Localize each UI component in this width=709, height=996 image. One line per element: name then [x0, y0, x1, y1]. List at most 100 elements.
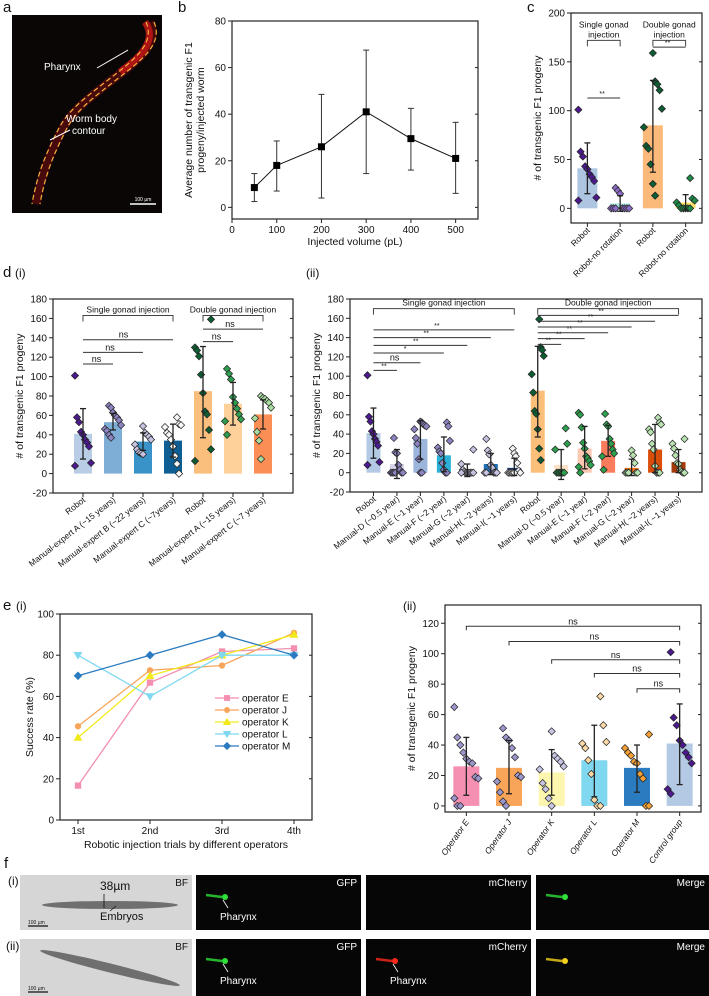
- data-point: [86, 458, 96, 468]
- data-point: [202, 410, 212, 419]
- data-point: [84, 442, 94, 451]
- data-point: [535, 315, 544, 324]
- data-point: [389, 433, 399, 443]
- series-line: [77, 647, 295, 786]
- pharynx-arrow: [392, 963, 399, 973]
- data-point: [452, 154, 460, 162]
- panel-label-a: a: [3, 0, 12, 16]
- panel-label-e-i: (i): [16, 599, 27, 613]
- data-point: [516, 468, 525, 477]
- category-label: Operator L: [567, 817, 599, 856]
- data-point: [551, 445, 560, 454]
- y-axis-label: Success rate (%): [24, 677, 36, 757]
- group-label: Single gonad injection: [402, 298, 485, 308]
- y-tick-label: 0: [433, 801, 439, 812]
- data-point: [579, 438, 588, 447]
- significance-label: ns: [92, 354, 102, 364]
- x-tick-label: 3rd: [215, 826, 229, 837]
- series-line: [77, 632, 295, 727]
- significance-line: [636, 688, 681, 693]
- group-label: injection: [654, 29, 685, 39]
- data-point: [146, 679, 154, 686]
- data-point: [206, 315, 216, 324]
- data-point: [547, 727, 556, 736]
- data-point: [666, 648, 675, 657]
- significance-label: ns: [105, 342, 115, 352]
- data-point: [578, 152, 587, 161]
- data-point: [70, 371, 80, 380]
- data-point: [172, 459, 182, 468]
- data-point: [74, 418, 84, 427]
- data-point: [456, 740, 465, 750]
- group-label: Double gonad: [643, 19, 696, 29]
- data-point: [407, 135, 415, 143]
- significance-label: ns: [390, 353, 400, 363]
- y-tick-label: 120: [422, 619, 439, 630]
- y-axis-label: # of transgenic F1 progeny: [532, 55, 544, 181]
- signal-body: [375, 957, 393, 963]
- y-tick-label: 100: [37, 610, 54, 621]
- category-label: Robot: [63, 494, 88, 516]
- data-point: [220, 417, 230, 426]
- y-tick-label: 60: [215, 63, 227, 74]
- y-tick-label: 100: [327, 372, 344, 383]
- data-point: [541, 785, 550, 794]
- data-point: [529, 388, 538, 397]
- data-point: [317, 143, 325, 151]
- data-point: [544, 794, 553, 803]
- data-point: [252, 427, 262, 436]
- x-tick-label: 300: [358, 225, 375, 236]
- data-point: [590, 176, 599, 186]
- data-point: [599, 721, 608, 730]
- panel-label-f-ii: (ii): [6, 939, 19, 953]
- data-point: [468, 759, 477, 768]
- group-bracket: [652, 39, 687, 47]
- y-tick-label: 80: [215, 17, 227, 28]
- significance-label: **: [577, 320, 583, 327]
- pharynx-label: Pharynx: [44, 62, 81, 73]
- data-point: [492, 777, 502, 786]
- legend-label: operator J: [242, 706, 287, 717]
- data-point: [656, 420, 666, 429]
- image-mcherry-ii: mCherry Pharynx: [366, 939, 531, 996]
- data-point: [450, 794, 459, 803]
- data-point: [445, 436, 454, 445]
- category-label: Operator E: [439, 817, 471, 857]
- chart-e_ii: 0 20 40 60 80 100 120 Operator E Operator J Opera…: [406, 604, 702, 865]
- significance-label: **: [546, 337, 552, 344]
- data-point: [611, 204, 620, 213]
- plot-frame: [444, 604, 702, 813]
- group-label: Single gonad: [579, 19, 629, 29]
- significance-label: ns: [212, 332, 222, 342]
- legend-marker: [222, 741, 232, 751]
- category-label: Robot: [183, 494, 208, 516]
- data-point: [563, 439, 572, 448]
- data-point: [655, 468, 664, 477]
- data-point: [160, 422, 170, 432]
- data-point: [362, 108, 370, 116]
- worm: [42, 901, 178, 909]
- group-label: injection: [588, 29, 619, 39]
- plot-frame: [231, 20, 479, 220]
- y-tick-label: 20: [43, 774, 55, 785]
- y-tick-label: 80: [333, 391, 345, 402]
- panel-label-b: b: [178, 0, 186, 16]
- scale-label: 100 µm: [135, 197, 152, 203]
- channel-label: Merge: [677, 942, 706, 953]
- y-axis-label-2: progeny/injected worm: [195, 67, 207, 173]
- data-point: [250, 414, 260, 423]
- y-tick-label: 0: [559, 204, 565, 215]
- image-bf-i: BF 100 µm 38µm Embryos: [20, 875, 192, 930]
- group-label: Double gonad injection: [565, 298, 652, 308]
- data-point: [501, 801, 511, 811]
- image-mcherry-i: mCherry: [366, 875, 531, 930]
- legend-marker: [224, 707, 230, 713]
- worm: [40, 950, 180, 986]
- legend-marker: [222, 731, 232, 739]
- legend-label: operator E: [242, 694, 289, 705]
- pharynx-arrow: [222, 963, 229, 973]
- data-point: [633, 468, 642, 477]
- data-point: [250, 184, 258, 192]
- legend-marker: [222, 717, 232, 725]
- data-point: [226, 375, 236, 384]
